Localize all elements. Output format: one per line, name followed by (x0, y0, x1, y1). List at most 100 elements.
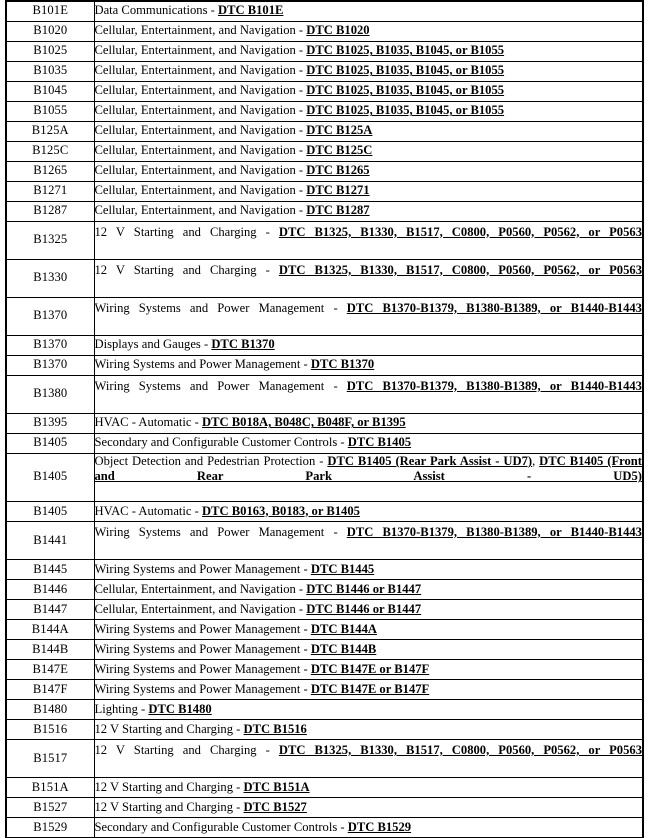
dtc-reference-link[interactable]: DTC B1405 (Rear Park Assist - UD7) (327, 454, 533, 468)
system-name: Wiring Systems and Power Management - (94, 378, 347, 393)
dtc-reference-link[interactable]: DTC B1020 (306, 23, 370, 38)
dtc-description-inner: 12 V Starting and Charging - DTC B1325, … (95, 743, 643, 774)
dtc-description-inner: Cellular, Entertainment, and Navigation … (95, 143, 643, 158)
dtc-reference-link[interactable]: DTC B1325, B1330, B1517, C0800, P0560, P… (278, 262, 642, 277)
dtc-reference-link[interactable]: DTC B151A (243, 779, 310, 794)
system-name: Cellular, Entertainment, and Navigation … (94, 83, 307, 98)
dtc-description-inner: Wiring Systems and Power Management - DT… (95, 642, 643, 657)
document-page: B101E Data Communications - DTC B101E B102… (5, 0, 644, 838)
dtc-reference-link[interactable]: DTC B1025, B1035, B1045, or B1055 (306, 63, 505, 78)
dtc-description-inner: Cellular, Entertainment, and Navigation … (95, 183, 643, 198)
dtc-description-cell: Data Communications - DTC B101E (93, 0, 643, 22)
system-name: Cellular, Entertainment, and Navigation … (94, 63, 307, 78)
dtc-reference-link[interactable]: DTC B1445 (310, 561, 375, 576)
dtc-code-cell: B1265 (6, 161, 95, 182)
dtc-description-inner: HVAC - Automatic - DTC B018A, B048C, B04… (95, 415, 643, 430)
dtc-description-inner: Cellular, Entertainment, and Navigation … (95, 163, 643, 178)
dtc-code-cell: B1370 (6, 355, 95, 376)
dtc-reference-link[interactable]: DTC B1370-B1379, B1380-B1389, or B1440-B… (346, 300, 642, 315)
dtc-description-inner: Object Detection and Pedestrian Protecti… (95, 454, 643, 500)
dtc-description-cell: Wiring Systems and Power Management - DT… (93, 639, 643, 661)
dtc-description-cell: Cellular, Entertainment, and Navigation … (93, 579, 643, 601)
system-name: Wiring Systems and Power Management - (94, 300, 347, 315)
dtc-description-cell: Wiring Systems and Power Management - DT… (93, 375, 643, 414)
dtc-reference-link[interactable]: DTC B147E or B147F (310, 681, 430, 696)
dtc-reference-link[interactable]: DTC B1370-B1379, B1380-B1389, or B1440-B… (346, 378, 642, 393)
table-row: B1330 12 V Starting and Charging - DTC B1… (6, 259, 643, 298)
dtc-description-inner: Cellular, Entertainment, and Navigation … (95, 103, 643, 118)
dtc-reference-link[interactable]: DTC B1370 (310, 357, 375, 372)
table-row: B1405 HVAC - Automatic - DTC B0163, B0183… (6, 501, 643, 523)
table-row: B1441 Wiring Systems and Power Management… (6, 521, 643, 561)
dtc-reference-link[interactable]: DTC B1265 (306, 163, 370, 178)
system-name: Cellular, Entertainment, and Navigation … (94, 163, 307, 178)
dtc-reference-link[interactable]: DTC B0163, B0183, or B1405 (202, 503, 360, 518)
system-name: Wiring Systems and Power Management - (94, 524, 347, 539)
dtc-description-cell: Wiring Systems and Power Management - DT… (93, 659, 643, 681)
dtc-reference-link-secondary[interactable]: DTC B1405 (Front and Rear Park Assist - … (94, 454, 643, 484)
dtc-code-cell: B125A (6, 121, 95, 142)
dtc-reference-table: B101E Data Communications - DTC B101E B102… (5, 0, 644, 838)
dtc-reference-link[interactable]: DTC B1446 or B1447 (306, 601, 422, 616)
table-row: B151A 12 V Starting and Charging - DTC B1… (6, 777, 643, 799)
dtc-reference-link[interactable]: DTC B1287 (306, 203, 370, 218)
table-row: B1380 Wiring Systems and Power Management… (6, 375, 643, 414)
system-name: Cellular, Entertainment, and Navigation … (94, 23, 307, 38)
dtc-description-cell: Displays and Gauges - DTC B1370 (93, 335, 643, 356)
dtc-reference-link[interactable]: DTC B101E (217, 3, 284, 18)
dtc-description-cell: Cellular, Entertainment, and Navigation … (93, 61, 643, 82)
dtc-reference-link[interactable]: DTC B1527 (243, 799, 307, 814)
system-name: Cellular, Entertainment, and Navigation … (94, 103, 307, 118)
dtc-reference-link[interactable]: DTC B018A, B048C, B048F, or B1395 (202, 415, 406, 430)
dtc-description-inner: Displays and Gauges - DTC B1370 (95, 337, 643, 352)
dtc-description-cell: Wiring Systems and Power Management - DT… (93, 559, 643, 581)
dtc-code-cell: B1025 (6, 41, 95, 62)
system-name: Cellular, Entertainment, and Navigation … (94, 43, 307, 58)
dtc-reference-link[interactable]: DTC B1370-B1379, B1380-B1389, or B1440-B… (346, 524, 642, 539)
table-row: B147E Wiring Systems and Power Management… (6, 659, 643, 681)
dtc-reference-link[interactable]: DTC B125C (306, 143, 373, 158)
system-name: Data Communications - (94, 3, 218, 18)
dtc-reference-link[interactable]: DTC B1529 (347, 819, 412, 834)
dtc-code-cell: B147E (6, 659, 95, 681)
system-name: Wiring Systems and Power Management - (94, 621, 311, 636)
dtc-reference-link[interactable]: DTC B1325, B1330, B1517, C0800, P0560, P… (278, 742, 642, 757)
dtc-reference-link[interactable]: DTC B1025, B1035, B1045, or B1055 (306, 103, 505, 118)
table-row: B1045 Cellular, Entertainment, and Naviga… (6, 81, 643, 102)
dtc-description-cell: 12 V Starting and Charging - DTC B1325, … (93, 221, 643, 260)
dtc-code-cell: B1287 (6, 201, 95, 222)
dtc-reference-link[interactable]: DTC B125A (306, 123, 373, 138)
system-name: Secondary and Configurable Customer Cont… (94, 819, 348, 834)
system-name: Secondary and Configurable Customer Cont… (94, 435, 348, 450)
table-row: B144A Wiring Systems and Power Management… (6, 619, 643, 641)
dtc-reference-link[interactable]: DTC B1405 (347, 435, 412, 450)
dtc-description-inner: Secondary and Configurable Customer Cont… (95, 435, 643, 450)
dtc-description-inner: Cellular, Entertainment, and Navigation … (95, 23, 643, 38)
dtc-description-inner: HVAC - Automatic - DTC B0163, B0183, or … (95, 504, 643, 519)
dtc-reference-link[interactable]: DTC B144B (310, 641, 377, 656)
dtc-reference-link[interactable]: DTC B1025, B1035, B1045, or B1055 (306, 43, 505, 58)
dtc-reference-link[interactable]: DTC B1516 (243, 721, 307, 736)
system-name: 12 V Starting and Charging - (94, 262, 279, 277)
dtc-reference-link[interactable]: DTC B1271 (306, 183, 370, 198)
dtc-description-inner: Cellular, Entertainment, and Navigation … (95, 63, 643, 78)
dtc-reference-link[interactable]: DTC B1025, B1035, B1045, or B1055 (306, 83, 505, 98)
dtc-description-cell: Wiring Systems and Power Management - DT… (93, 297, 643, 336)
system-name: Lighting - (94, 701, 149, 716)
dtc-code-cell: B1271 (6, 181, 95, 202)
dtc-reference-link[interactable]: DTC B1325, B1330, B1517, C0800, P0560, P… (278, 224, 642, 239)
table-row: B1265 Cellular, Entertainment, and Naviga… (6, 161, 643, 182)
dtc-reference-link[interactable]: DTC B1446 or B1447 (306, 581, 422, 596)
dtc-reference-link[interactable]: DTC B1370 (211, 337, 275, 352)
dtc-reference-link[interactable]: DTC B144A (310, 621, 377, 636)
system-name: Cellular, Entertainment, and Navigation … (94, 143, 307, 158)
table-row: B1445 Wiring Systems and Power Management… (6, 559, 643, 581)
dtc-reference-link[interactable]: DTC B147E or B147F (310, 661, 430, 676)
dtc-description-cell: Wiring Systems and Power Management - DT… (93, 619, 643, 641)
dtc-description-cell: Cellular, Entertainment, and Navigation … (93, 141, 643, 162)
dtc-description-cell: Cellular, Entertainment, and Navigation … (93, 161, 643, 182)
dtc-code-cell: B1380 (6, 375, 95, 414)
dtc-reference-link[interactable]: DTC B1480 (148, 701, 212, 716)
system-name: Wiring Systems and Power Management - (94, 661, 311, 676)
dtc-description-cell: Cellular, Entertainment, and Navigation … (93, 21, 643, 42)
